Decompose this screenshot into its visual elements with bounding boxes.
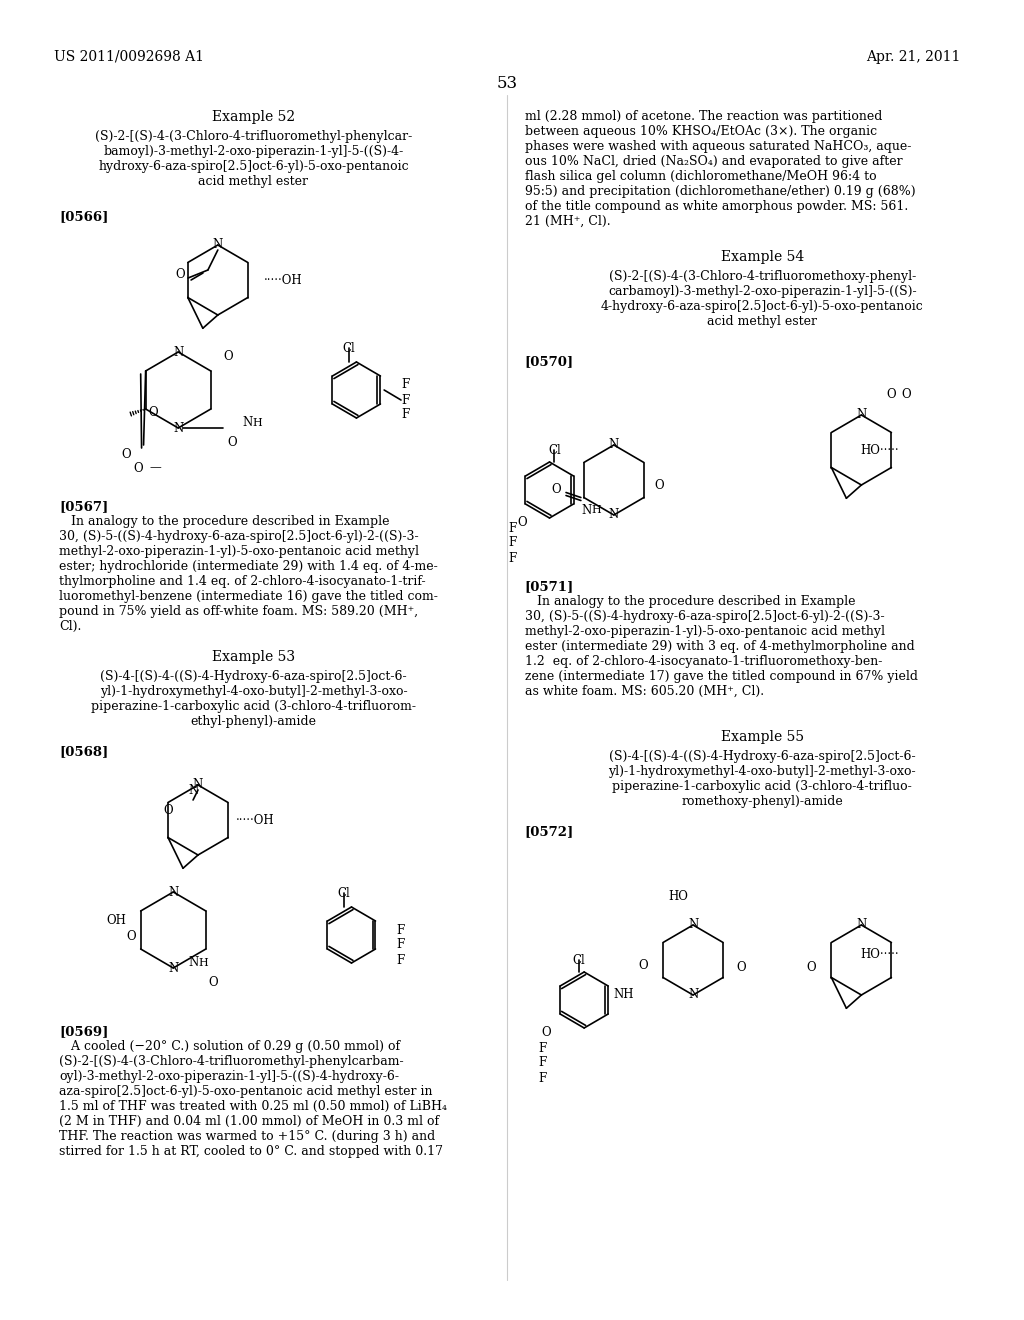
Text: H: H [198, 958, 208, 968]
Text: O: O [164, 804, 173, 817]
Text: Example 53: Example 53 [212, 649, 295, 664]
Text: O: O [638, 960, 648, 972]
Text: In analogy to the procedure described in Example
30, (S)-5-((S)-4-hydroxy-6-aza-: In analogy to the procedure described in… [59, 515, 438, 634]
Text: ·····OH: ·····OH [236, 813, 274, 826]
Text: O: O [736, 961, 745, 974]
Text: In analogy to the procedure described in Example
30, (S)-5-((S)-4-hydroxy-6-aza-: In analogy to the procedure described in… [524, 595, 918, 698]
Text: N: N [688, 919, 698, 932]
Text: F: F [509, 536, 517, 549]
Text: [0570]: [0570] [524, 355, 573, 368]
Text: O: O [654, 479, 664, 492]
Text: F: F [539, 1056, 547, 1069]
Text: F: F [509, 552, 517, 565]
Text: F: F [509, 521, 517, 535]
Text: N: N [608, 438, 618, 451]
Text: F: F [539, 1072, 547, 1085]
Text: O: O [134, 462, 143, 474]
Text: ml (2.28 mmol) of acetone. The reaction was partitioned
between aqueous 10% KHSO: ml (2.28 mmol) of acetone. The reaction … [524, 110, 915, 228]
Text: Apr. 21, 2011: Apr. 21, 2011 [866, 50, 961, 63]
Text: Cl: Cl [572, 954, 586, 968]
Text: [0572]: [0572] [524, 825, 574, 838]
Text: HO·····: HO····· [860, 444, 899, 457]
Text: O: O [542, 1027, 552, 1040]
Text: [0568]: [0568] [59, 744, 109, 758]
Text: F: F [396, 939, 404, 952]
Text: O: O [122, 449, 131, 462]
Text: OH: OH [106, 915, 126, 928]
Text: N: N [243, 417, 253, 429]
Text: N: N [168, 886, 178, 899]
Text: F: F [539, 1041, 547, 1055]
Text: O: O [148, 407, 158, 420]
Text: N: N [173, 421, 183, 434]
Text: Example 52: Example 52 [212, 110, 295, 124]
Text: F: F [396, 953, 404, 966]
Text: HO: HO [669, 891, 688, 903]
Text: N: N [856, 919, 866, 932]
Text: O: O [228, 437, 238, 450]
Text: N: N [581, 503, 591, 516]
Text: O: O [175, 268, 185, 281]
Text: O: O [517, 516, 526, 529]
Text: [0566]: [0566] [59, 210, 109, 223]
Text: —: — [150, 462, 162, 474]
Text: F: F [401, 393, 410, 407]
Text: Example 54: Example 54 [721, 249, 804, 264]
Text: O: O [886, 388, 896, 401]
Text: (S)-2-[(S)-4-(3-Chloro-4-trifluoromethyl-phenylcar-
bamoyl)-3-methyl-2-oxo-piper: (S)-2-[(S)-4-(3-Chloro-4-trifluoromethyl… [95, 129, 412, 187]
Text: Cl: Cl [337, 887, 350, 900]
Text: O: O [807, 961, 816, 974]
Text: N: N [856, 408, 866, 421]
Text: HO·····: HO····· [860, 949, 899, 961]
Text: N: N [168, 961, 178, 974]
Text: N: N [188, 957, 199, 969]
Text: N: N [213, 239, 223, 252]
Text: F: F [396, 924, 404, 936]
Text: O: O [208, 977, 218, 990]
Text: Cl: Cl [548, 444, 561, 457]
Text: (S)-4-[(S)-4-((S)-4-Hydroxy-6-aza-spiro[2.5]oct-6-
yl)-1-hydroxymethyl-4-oxo-but: (S)-4-[(S)-4-((S)-4-Hydroxy-6-aza-spiro[… [91, 671, 416, 729]
Text: Example 55: Example 55 [721, 730, 804, 744]
Text: A cooled (−20° C.) solution of 0.29 g (0.50 mmol) of
(S)-2-[(S)-4-(3-Chloro-4-tr: A cooled (−20° C.) solution of 0.29 g (0… [59, 1040, 447, 1158]
Text: N: N [193, 779, 203, 792]
Text: N: N [688, 989, 698, 1002]
Text: (S)-4-[(S)-4-((S)-4-Hydroxy-6-aza-spiro[2.5]oct-6-
yl)-1-hydroxymethyl-4-oxo-but: (S)-4-[(S)-4-((S)-4-Hydroxy-6-aza-spiro[… [608, 750, 916, 808]
Text: [0567]: [0567] [59, 500, 109, 513]
Text: [0571]: [0571] [524, 579, 574, 593]
Text: (S)-2-[(S)-4-(3-Chloro-4-trifluoromethoxy-phenyl-
carbamoyl)-3-methyl-2-oxo-pipe: (S)-2-[(S)-4-(3-Chloro-4-trifluoromethox… [601, 271, 924, 327]
Text: O: O [223, 350, 233, 363]
Text: F: F [401, 379, 410, 392]
Text: N: N [173, 346, 183, 359]
Text: N: N [608, 508, 618, 521]
Text: O: O [901, 388, 910, 401]
Text: US 2011/0092698 A1: US 2011/0092698 A1 [54, 50, 205, 63]
Text: Cl: Cl [342, 342, 355, 355]
Text: F: F [401, 408, 410, 421]
Text: O: O [551, 483, 561, 496]
Text: N: N [188, 784, 199, 796]
Text: H: H [591, 506, 601, 515]
Text: [0569]: [0569] [59, 1026, 109, 1038]
Text: O: O [126, 929, 135, 942]
Text: H: H [253, 418, 262, 428]
Text: 53: 53 [497, 75, 517, 92]
Text: NH: NH [613, 989, 634, 1002]
Text: ·····OH: ·····OH [264, 273, 303, 286]
